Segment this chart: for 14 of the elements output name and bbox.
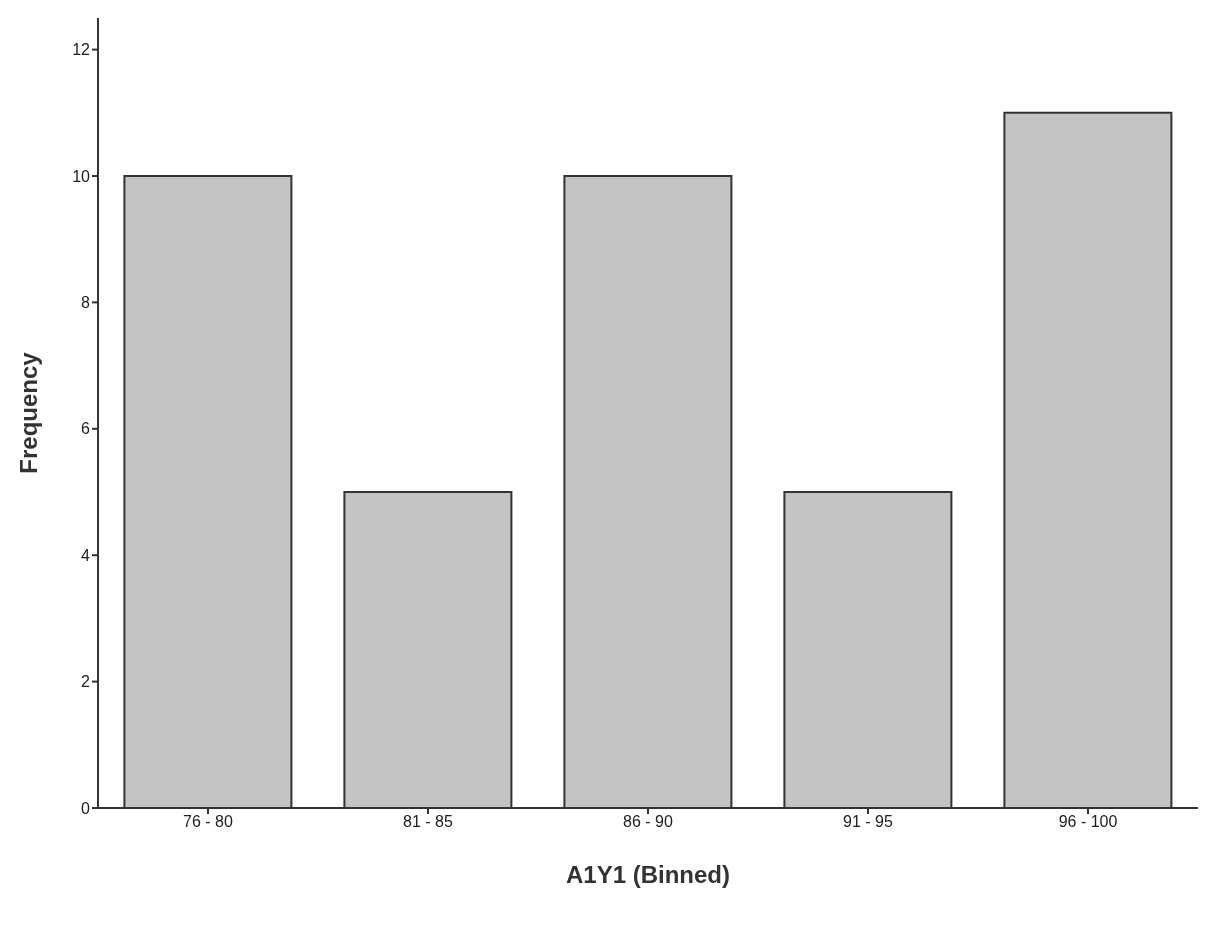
x-tick-label: 96 - 100 (1058, 813, 1118, 831)
y-axis-title: Frequency (14, 351, 42, 474)
y-tick-label: 8 (81, 294, 91, 312)
y-tick-label: 0 (81, 799, 91, 817)
y-tick-label: 2 (81, 673, 91, 691)
x-axis-title: A1Y1 (Binned) (565, 861, 731, 888)
x-tick-label: 86 - 90 (623, 813, 674, 831)
y-tick-label: 12 (72, 41, 91, 59)
y-tick-label: 10 (72, 167, 91, 185)
x-tick-label: 76 - 80 (183, 813, 234, 831)
x-tick-label: 81 - 85 (403, 813, 454, 831)
y-tick-label: 4 (81, 546, 91, 564)
x-tick-label: 91 - 95 (843, 813, 894, 831)
y-tick-label: 6 (81, 420, 91, 438)
